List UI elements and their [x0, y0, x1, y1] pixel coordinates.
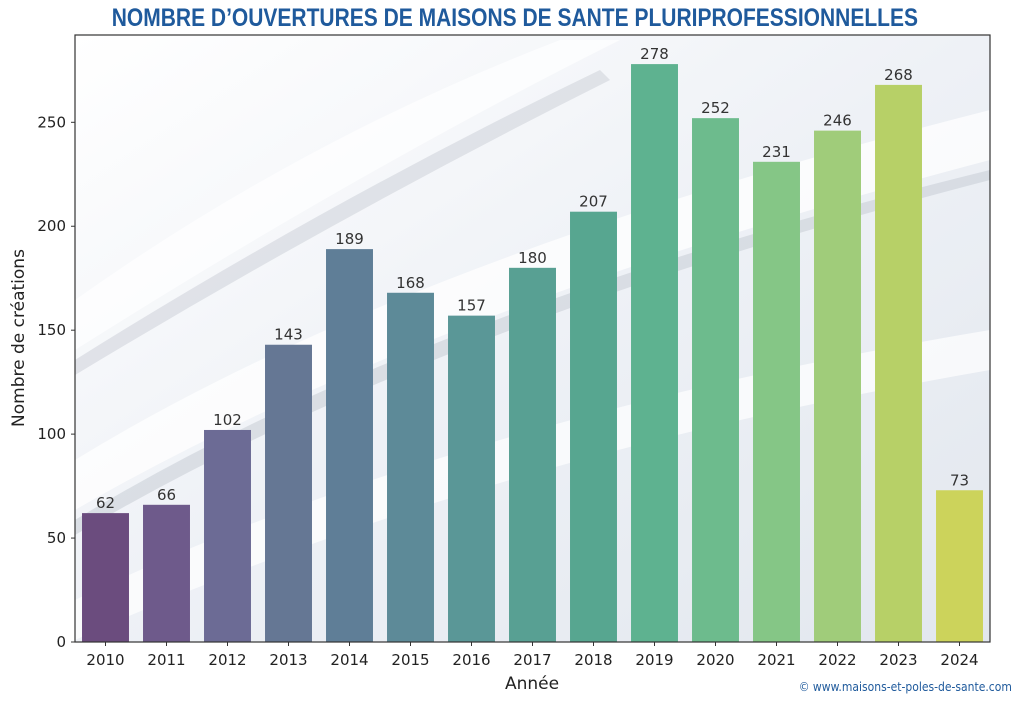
- bar-2016: [448, 315, 495, 642]
- data-label-2021: 231: [762, 143, 791, 161]
- y-axis-label: Nombre de créations: [9, 249, 29, 427]
- x-tick-label-2018: 2018: [574, 651, 612, 669]
- bar-2020: [692, 118, 739, 642]
- y-tick-label-100: 100: [37, 425, 66, 443]
- x-tick-label-2020: 2020: [696, 651, 734, 669]
- data-label-2010: 62: [96, 494, 115, 512]
- data-label-2016: 157: [457, 297, 486, 315]
- x-tick-label-2011: 2011: [147, 651, 185, 669]
- data-label-2020: 252: [701, 99, 730, 117]
- data-label-2019: 278: [640, 45, 669, 63]
- data-label-2014: 189: [335, 230, 364, 248]
- y-tick-label-250: 250: [37, 113, 66, 131]
- data-label-2012: 102: [213, 411, 242, 429]
- data-label-2024: 73: [950, 471, 969, 489]
- x-tick-label-2010: 2010: [86, 651, 124, 669]
- data-label-2018: 207: [579, 193, 608, 211]
- x-tick-label-2021: 2021: [757, 651, 795, 669]
- bar-2015: [387, 292, 434, 642]
- bar-2017: [509, 267, 556, 642]
- bar-2022: [814, 130, 861, 642]
- x-tick-label-2012: 2012: [208, 651, 246, 669]
- x-tick-label-2022: 2022: [818, 651, 856, 669]
- y-tick-label-0: 0: [56, 633, 66, 651]
- x-tick-label-2016: 2016: [452, 651, 490, 669]
- bar-2018: [570, 211, 617, 643]
- x-tick-label-2019: 2019: [635, 651, 673, 669]
- x-tick-label-2013: 2013: [269, 651, 307, 669]
- data-label-2022: 246: [823, 112, 852, 130]
- bar-2011: [143, 504, 190, 642]
- bar-2021: [753, 161, 800, 642]
- plot-frame: [74, 34, 991, 643]
- data-label-2013: 143: [274, 326, 303, 344]
- bar-2019: [631, 64, 678, 643]
- data-label-2015: 168: [396, 274, 425, 292]
- y-tick-label-50: 50: [47, 529, 66, 547]
- x-tick-label-2023: 2023: [879, 651, 917, 669]
- x-tick-label-2017: 2017: [513, 651, 551, 669]
- data-label-2017: 180: [518, 249, 547, 267]
- copyright-credit: © www.maisons-et-poles-de-sante.com: [798, 680, 1012, 694]
- x-tick-label-2014: 2014: [330, 651, 368, 669]
- bar-2010: [82, 513, 129, 642]
- x-tick-label-2015: 2015: [391, 651, 429, 669]
- data-label-2011: 66: [157, 486, 176, 504]
- y-tick-label-150: 150: [37, 321, 66, 339]
- chart-title: NOMBRE D’OUVERTURES DE MAISONS DE SANTE …: [111, 4, 919, 32]
- bar-2014: [326, 249, 373, 642]
- x-axis-label: Année: [505, 674, 559, 694]
- bar-2013: [265, 344, 312, 642]
- x-tick-label-2024: 2024: [940, 651, 978, 669]
- data-label-2023: 268: [884, 66, 913, 84]
- y-tick-label-200: 200: [37, 217, 66, 235]
- bar-2023: [875, 84, 922, 643]
- bar-2012: [204, 429, 251, 642]
- bar-2024: [936, 490, 983, 642]
